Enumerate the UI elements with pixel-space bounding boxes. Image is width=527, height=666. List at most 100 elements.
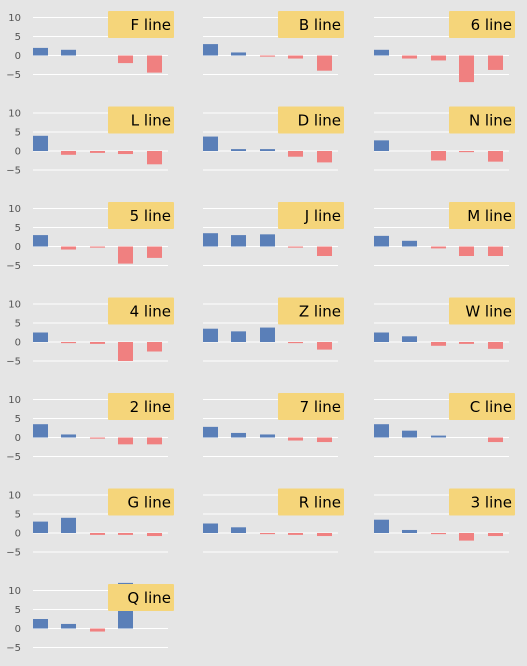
bar [288, 342, 303, 344]
bar [317, 151, 332, 163]
panel-label-box [108, 11, 174, 38]
bar [147, 151, 162, 165]
panel-label-box [449, 297, 515, 325]
bar [203, 426, 218, 438]
panel-label: L line [131, 112, 171, 130]
panel-label: 6 line [471, 16, 512, 34]
bar [431, 533, 446, 535]
panel-label: M line [467, 207, 512, 225]
bar [231, 235, 246, 247]
panel-label-box [108, 584, 174, 611]
bar [203, 136, 218, 151]
bar [33, 619, 48, 629]
bar [288, 437, 303, 441]
bar [118, 246, 133, 264]
bar [118, 437, 133, 445]
panel-2-line: −5 0 5 10 2 line [6, 393, 174, 463]
y-tick-label: 10 [8, 586, 21, 597]
bar [33, 135, 48, 151]
panel-label: G line [128, 494, 171, 512]
bar [317, 246, 332, 256]
bar [402, 240, 417, 247]
bar [402, 430, 417, 438]
panel-label: W line [465, 303, 512, 321]
panel-label-box [278, 202, 344, 229]
panel-label: F line [131, 16, 171, 34]
bar [374, 235, 389, 247]
panel-label-box [278, 297, 344, 325]
y-tick-label: −5 [6, 643, 21, 654]
bar [488, 533, 503, 537]
bar [459, 246, 474, 256]
bar [231, 52, 246, 56]
panel-label-box [108, 202, 174, 229]
panel-b-line: B line [203, 11, 344, 75]
bar [61, 517, 76, 533]
panel-label-box [449, 11, 515, 38]
bar [317, 55, 332, 71]
panel-label: Q line [127, 589, 171, 607]
bar [288, 246, 303, 248]
bar [431, 151, 446, 161]
bar [374, 49, 389, 56]
bar [260, 149, 275, 151]
y-tick-label: 5 [15, 605, 21, 616]
y-tick-label: 0 [15, 624, 21, 635]
y-tick-label: 10 [8, 13, 21, 24]
panel-r-line: R line [203, 488, 344, 553]
bar [374, 519, 389, 533]
bar [317, 342, 332, 350]
bar [203, 44, 218, 56]
bar [488, 246, 503, 256]
panel-label: D line [298, 112, 341, 130]
panel-l-line: −5 0 5 10 L line [6, 106, 174, 177]
bar [488, 342, 503, 349]
bar [90, 342, 105, 344]
bar [33, 332, 48, 342]
y-tick-label: 0 [15, 338, 21, 349]
panel-q-line: −5 0 5 10 Q line [6, 582, 174, 654]
bar [260, 533, 275, 535]
y-tick-label: −5 [6, 70, 21, 81]
panel-label-box [108, 106, 174, 134]
bar [317, 533, 332, 537]
bar [33, 424, 48, 438]
panel-7-line: 7 line [203, 393, 344, 457]
bar [317, 437, 332, 443]
bar [61, 434, 76, 438]
y-tick-label: 5 [15, 128, 21, 139]
bar [374, 424, 389, 438]
bar [288, 533, 303, 535]
y-tick-label: 10 [8, 204, 21, 215]
panel-label-box [449, 202, 515, 229]
bar [147, 342, 162, 352]
panel-n-line: N line [374, 106, 515, 171]
bar [459, 533, 474, 541]
panel-label-box [278, 488, 344, 516]
bar [61, 49, 76, 56]
y-tick-label: 5 [15, 319, 21, 330]
bar [118, 151, 133, 155]
bar [90, 628, 105, 632]
panel-d-line: D line [203, 106, 344, 171]
panel-label: R line [299, 494, 341, 512]
y-tick-label: 10 [8, 109, 21, 120]
panel-label-box [108, 488, 174, 516]
bar [203, 523, 218, 533]
bar [33, 235, 48, 247]
panel-label-box [449, 393, 515, 420]
bar [90, 533, 105, 535]
bar [288, 151, 303, 157]
bar [33, 521, 48, 533]
bar [61, 246, 76, 250]
bar [61, 623, 76, 629]
bar [402, 336, 417, 342]
bar [459, 342, 474, 344]
y-tick-label: 0 [15, 529, 21, 540]
panel-z-line: Z line [203, 297, 344, 362]
bar [231, 331, 246, 342]
panel-j-line: J line [203, 202, 344, 266]
bar [147, 246, 162, 258]
bar [288, 55, 303, 59]
